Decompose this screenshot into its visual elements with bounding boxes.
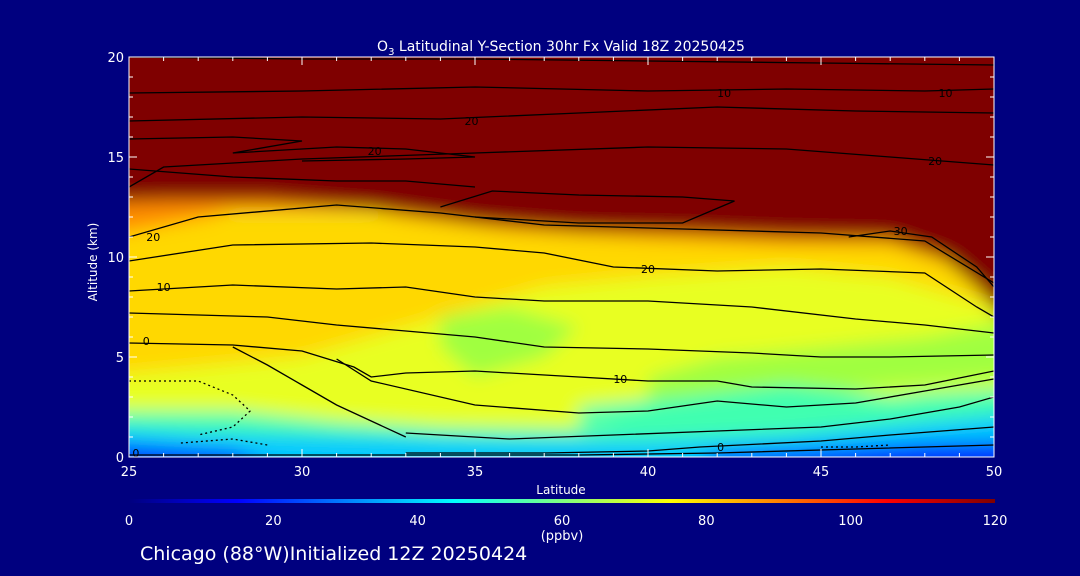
footer-initialized-text: Chicago (88°W)Initialized 12Z 20250424 bbox=[140, 543, 528, 565]
contour-line bbox=[129, 242, 994, 318]
field-region-low bbox=[578, 385, 891, 427]
y-tick-label: 20 bbox=[107, 51, 124, 66]
y-axis: 0 5 10 15 20 bbox=[107, 51, 994, 466]
contour-labels: 10 10 20 20 20 20 30 20 10 0 10 0 0 bbox=[132, 87, 953, 460]
contour-line bbox=[129, 57, 994, 66]
x-tick-label: 45 bbox=[813, 465, 830, 480]
contour-line bbox=[129, 106, 994, 122]
colorbar bbox=[129, 499, 995, 503]
chart-title: O3 Latitudinal Y-Section 30hr Fx Valid 1… bbox=[377, 39, 745, 58]
contour-line-negative bbox=[180, 438, 268, 446]
contour-line bbox=[129, 312, 994, 358]
colorbar-unit-label: (ppbv) bbox=[541, 529, 584, 544]
contour-line bbox=[129, 86, 994, 94]
contour-label: 10 bbox=[613, 373, 627, 386]
contour-label: 0 bbox=[143, 335, 150, 348]
y-axis-label: Altitude (km) bbox=[86, 223, 100, 302]
x-tick-label: 25 bbox=[121, 465, 138, 480]
contour-line bbox=[848, 230, 994, 288]
field-region-mid_high bbox=[129, 257, 406, 347]
contour-line bbox=[336, 358, 994, 414]
contour-line bbox=[129, 168, 476, 188]
contour-lines bbox=[129, 57, 994, 456]
y-tick-label: 0 bbox=[116, 451, 124, 466]
x-tick-label: 30 bbox=[294, 465, 311, 480]
colorbar-tick-label: 100 bbox=[838, 514, 863, 529]
field-region-top bbox=[129, 57, 994, 309]
contour-label: 0 bbox=[132, 447, 139, 460]
colorbar-tick-label: 80 bbox=[698, 514, 715, 529]
contour-line bbox=[129, 284, 994, 334]
field-region-surface bbox=[129, 445, 249, 457]
contour-line bbox=[129, 136, 476, 162]
contour-line bbox=[129, 204, 994, 284]
contour-label: 30 bbox=[894, 225, 908, 238]
x-tick-label: 40 bbox=[640, 465, 657, 480]
colorbar-tick-label: 20 bbox=[265, 514, 282, 529]
contour-label: 20 bbox=[146, 231, 160, 244]
contour-label: 10 bbox=[717, 87, 731, 100]
field-region-near_surface bbox=[129, 416, 994, 457]
contour-label: 0 bbox=[717, 441, 724, 454]
contour-label: 20 bbox=[641, 263, 655, 276]
contour-line bbox=[232, 346, 407, 438]
x-tick-label: 50 bbox=[986, 465, 1003, 480]
colorbar-tick-label: 40 bbox=[409, 514, 426, 529]
contour-label: 10 bbox=[157, 281, 171, 294]
contour-line bbox=[440, 190, 735, 224]
contour-label: 20 bbox=[465, 115, 479, 128]
colorbar-tick-label: 120 bbox=[983, 514, 1008, 529]
x-axis-label: Latitude bbox=[536, 483, 585, 497]
contour-label: 20 bbox=[928, 155, 942, 168]
contour-label: 10 bbox=[939, 87, 953, 100]
field-region-mid_high bbox=[129, 217, 994, 374]
y-tick-label: 5 bbox=[116, 351, 124, 366]
colorbar-ticks: 0 20 40 60 80 100 120 bbox=[125, 514, 1008, 529]
contour-line-negative bbox=[821, 444, 891, 448]
x-axis: 25 30 35 40 45 50 bbox=[121, 57, 1003, 480]
colorbar-tick-label: 60 bbox=[554, 514, 571, 529]
y-tick-label: 15 bbox=[107, 151, 124, 166]
contour-label: 20 bbox=[368, 145, 382, 158]
contour-line bbox=[129, 342, 994, 390]
contour-line bbox=[129, 146, 994, 188]
colorbar-tick-label: 0 bbox=[125, 514, 133, 529]
contour-line bbox=[405, 396, 994, 440]
x-tick-label: 35 bbox=[467, 465, 484, 480]
y-tick-label: 10 bbox=[107, 251, 124, 266]
ozone-field: 10 10 20 20 20 20 30 20 10 0 10 0 0 bbox=[129, 57, 994, 460]
